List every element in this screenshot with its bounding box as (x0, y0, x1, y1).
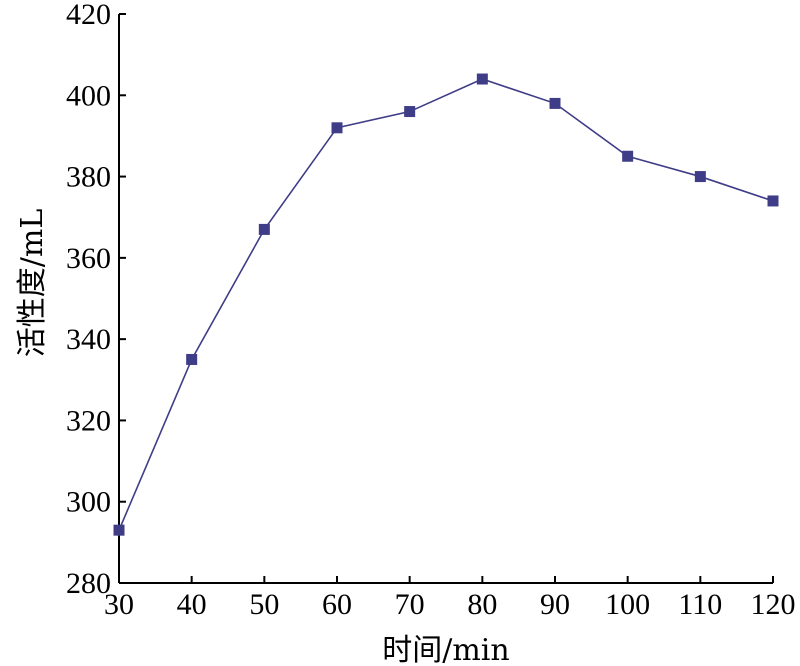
y-tick-label: 340 (66, 323, 111, 356)
data-point-marker (186, 353, 198, 365)
data-point-marker (767, 195, 779, 207)
data-point-marker (331, 122, 343, 134)
x-tick-label: 100 (605, 588, 650, 621)
x-tick-label: 60 (322, 588, 352, 621)
x-tick-label: 50 (249, 588, 279, 621)
y-axis-title: 活性度/mL (15, 209, 50, 358)
ticks: 280 300 320 340 360 380 400 420 30 40 50 60 70 80 90 10… (66, 0, 796, 621)
y-tick-label: 400 (66, 79, 111, 112)
series (113, 73, 779, 536)
y-tick-label: 360 (66, 242, 111, 275)
x-tick-label: 70 (395, 588, 425, 621)
x-tick-label: 120 (751, 588, 796, 621)
data-point-marker (113, 524, 125, 536)
data-point-marker (404, 106, 416, 118)
x-tick-label: 110 (678, 588, 722, 621)
y-tick-label: 300 (66, 486, 111, 519)
y-tick-label: 280 (66, 567, 111, 600)
x-tick-label: 80 (467, 588, 497, 621)
y-tick-label: 420 (66, 0, 111, 31)
y-tick-label: 320 (66, 404, 111, 437)
data-point-marker (476, 73, 488, 85)
axes (118, 14, 773, 584)
data-point-marker (549, 97, 561, 109)
data-point-marker (622, 150, 634, 162)
data-point-marker (694, 171, 706, 183)
data-point-marker (258, 223, 270, 235)
x-tick-label: 90 (540, 588, 570, 621)
y-tick-label: 380 (66, 161, 111, 194)
x-tick-label: 40 (177, 588, 207, 621)
x-axis-title: 时间/min (382, 633, 509, 666)
x-tick-label: 30 (104, 588, 134, 621)
series-line (118, 78, 774, 531)
